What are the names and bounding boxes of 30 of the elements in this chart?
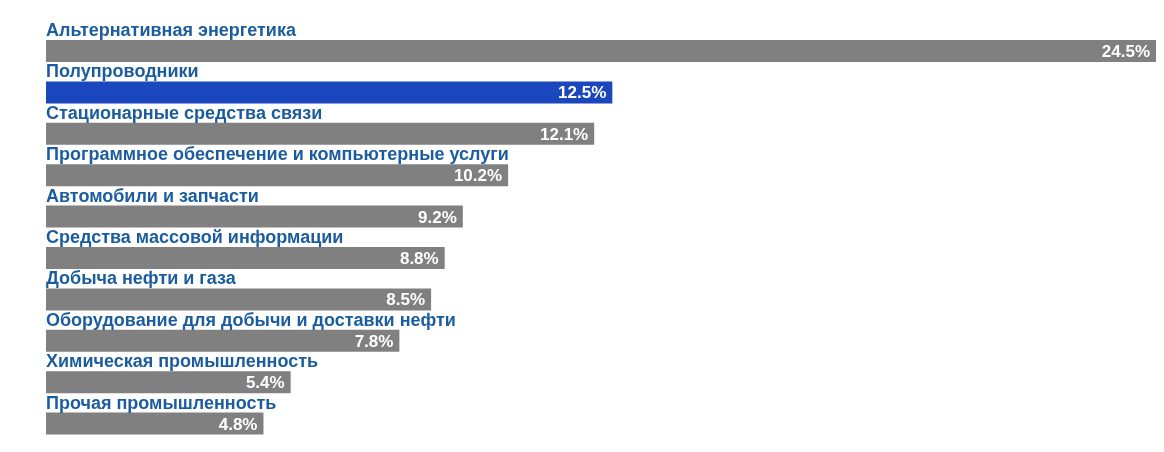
data-label: 7.8% [354,331,394,351]
y-tick-label: Автомобили и запчасти [46,185,259,206]
data-label: 4.8% [218,414,258,434]
bar [46,247,445,269]
bar [46,412,264,435]
y-tick-label: Прочая промышленность [46,392,277,413]
y-tick-label: Средства массовой информации [46,227,344,247]
bar [46,205,463,228]
data-label: 12.5% [558,83,607,103]
data-label: 8.5% [386,290,426,310]
y-tick-label: Химическая промышленность [46,351,319,372]
y-tick-label: Альтернативная энергетика [46,20,297,40]
data-label: 5.4% [245,373,285,393]
y-tick-label: Программное обеспечение и компьютерные услуги [46,144,509,165]
data-label: 12.1% [540,124,589,144]
y-tick-label: Добыча нефти и газа [46,268,237,289]
y-tick-label: Оборудование для добычи и доставки нефти [46,309,456,330]
data-label: 9.2% [418,207,457,227]
bar [46,81,613,104]
data-label: 10.2% [453,166,503,186]
bar [46,371,291,394]
y-tick-label: Полупроводники [46,61,199,82]
bar [46,122,595,145]
bar [46,329,400,352]
y-tick-label: Стационарные средства связи [46,102,323,123]
data-label: 24.5% [1101,42,1150,61]
bar [46,40,1156,62]
bar [46,288,432,311]
bar [46,164,509,187]
data-label: 8.8% [399,249,439,268]
